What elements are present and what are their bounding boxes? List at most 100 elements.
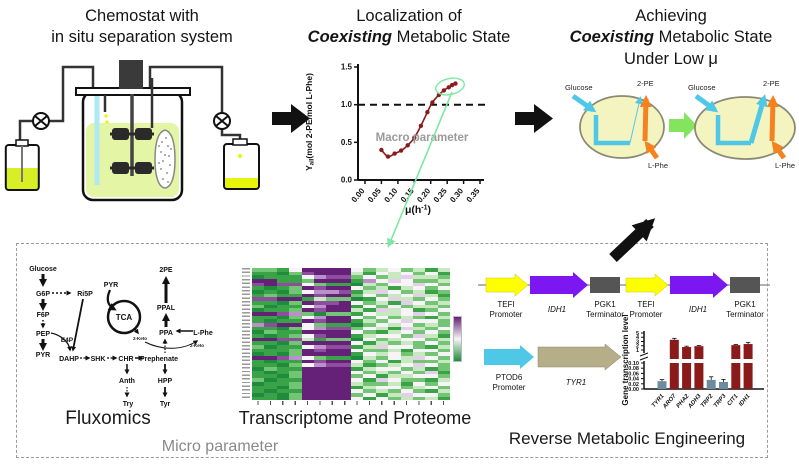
data-point — [430, 100, 435, 105]
fluxomics-caption: Fluxomics — [65, 408, 151, 429]
heatmap-cell — [400, 290, 413, 294]
heatmap-cell — [351, 286, 364, 291]
heatmap-cell — [313, 304, 327, 309]
heatmap-cell — [363, 297, 376, 302]
heatmap-cell — [276, 334, 290, 338]
heatmap-cell — [351, 385, 364, 390]
heatmap-cell — [425, 385, 438, 390]
heatmap-cell — [289, 378, 302, 382]
heatmap-cell — [412, 323, 426, 327]
heatmap-cell — [375, 293, 389, 298]
heatmap-cell — [276, 378, 290, 382]
bar — [731, 345, 741, 359]
heatmap-cell — [437, 282, 450, 287]
heatmap-cell — [425, 304, 438, 309]
heatmap-cell — [400, 356, 413, 360]
heatmap-cell — [313, 286, 327, 291]
heatmap-cell — [363, 315, 376, 320]
heatmap-cell — [437, 279, 450, 283]
heatmap-cell — [264, 363, 277, 368]
heatmap-cell — [289, 345, 302, 349]
heatmap-cell — [289, 326, 302, 331]
heatmap-cell — [437, 396, 450, 401]
heatmap-cell — [326, 363, 339, 368]
heatmap-row — [252, 341, 450, 346]
heatmap-cell — [363, 323, 376, 327]
heatmap-cell — [412, 330, 426, 335]
heatmap-cell — [301, 348, 314, 353]
bar — [719, 381, 728, 389]
heatmap-cell — [252, 308, 265, 313]
heatmap-cell — [425, 367, 438, 371]
heatmap-cell — [388, 286, 401, 291]
heatmap-cell — [388, 396, 401, 401]
y-tick-label: 0.5 — [341, 138, 353, 147]
bar — [743, 363, 753, 389]
heatmap-cell — [301, 279, 314, 283]
heatmap-cell — [437, 367, 450, 371]
gene-label: TYR1 — [566, 378, 586, 387]
heatmap-cell — [338, 319, 351, 324]
achieving-title: Achieving Coexisting Metabolic State Und… — [543, 6, 799, 70]
heatmap-cell — [412, 308, 426, 313]
heatmap-row — [252, 374, 450, 379]
heatmap-cell — [375, 271, 389, 276]
heatmap-cell — [351, 271, 364, 276]
heatmap-cell — [276, 389, 290, 393]
heatmap-cell — [252, 356, 265, 360]
heatmap-cell — [301, 370, 314, 375]
promoter-label: TEFI — [637, 300, 654, 309]
heatmap-cell — [338, 304, 351, 309]
heatmap-cell — [338, 341, 351, 346]
heatmap-cell — [437, 356, 450, 360]
heatmap-row-labels — [242, 268, 250, 400]
heatmap-cell — [338, 271, 351, 276]
svg-text:5: 5 — [636, 331, 639, 337]
heatmap-cell — [363, 301, 376, 305]
heatmap-cell — [363, 370, 376, 375]
heatmap-cell — [289, 337, 302, 342]
heatmap-cell — [363, 337, 376, 342]
achieving-title-line1: Achieving — [635, 7, 707, 25]
heatmap-cell — [313, 330, 327, 335]
heatmap-cell — [351, 301, 364, 305]
heatmap-cell — [301, 374, 314, 379]
heatmap-cell — [363, 268, 376, 272]
heatmap-cell — [375, 319, 389, 324]
heatmap-row — [252, 385, 450, 390]
heatmap-cell — [388, 363, 401, 368]
heatmap-cell — [276, 323, 290, 327]
heatmap-cell — [351, 370, 364, 375]
heatmap-row — [252, 345, 450, 349]
node-pep: PEP — [36, 331, 50, 338]
heatmap-cell — [400, 315, 413, 320]
heatmap-cell — [264, 330, 277, 335]
heatmap-cell — [412, 378, 426, 382]
heatmap-cell — [400, 323, 413, 327]
heatmap-cell — [289, 356, 302, 360]
heatmap-cell — [351, 392, 364, 397]
heatmap-cell — [388, 359, 401, 364]
heatmap-cell — [338, 345, 351, 349]
heatmap-cell — [338, 374, 351, 379]
heatmap-row — [252, 396, 450, 401]
heatmap-cell — [313, 319, 327, 324]
bar — [694, 346, 704, 359]
heatmap-cell — [301, 315, 314, 320]
heatmap-cell — [388, 301, 401, 305]
y-tick-label: 1.0 — [341, 100, 353, 109]
heatmap-cell — [425, 271, 438, 276]
heatmap-cell — [276, 304, 290, 309]
droplet-icon — [104, 114, 108, 118]
heatmap-cell — [313, 345, 327, 349]
heatmap-cell — [301, 341, 314, 346]
heatmap-cell — [264, 348, 277, 353]
heatmap-cell — [276, 308, 290, 313]
terminator-label: PGK1 — [594, 300, 616, 309]
heatmap-cell — [313, 370, 327, 375]
heatmap-cell — [388, 341, 401, 346]
heatmap-cell — [338, 290, 351, 294]
heatmap-cell — [289, 308, 302, 313]
heatmap-cell — [425, 374, 438, 379]
heatmap-row — [252, 363, 450, 368]
